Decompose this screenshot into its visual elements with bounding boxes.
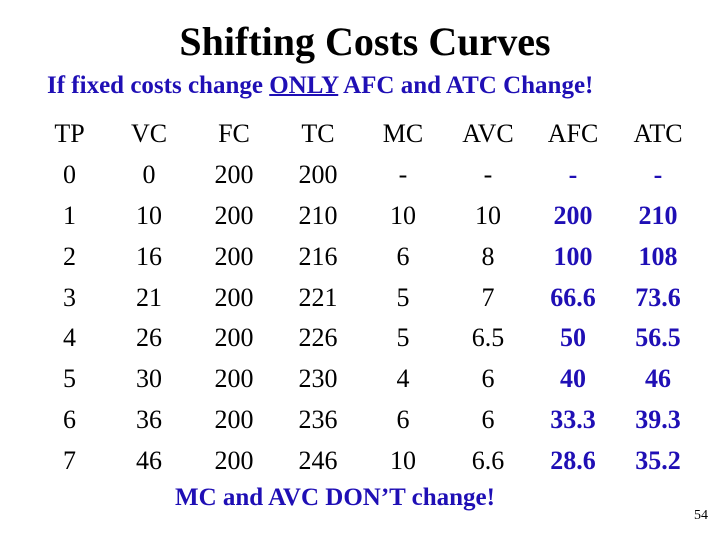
cell-afc: 200 <box>553 200 593 230</box>
cell-fc: 200 <box>214 241 254 271</box>
cell-mc: 6 <box>396 241 410 271</box>
slide-subtitle: If fixed costs change ONLY AFC and ATC C… <box>47 72 593 100</box>
cell-avc: 8 <box>481 241 495 271</box>
cell-tp: 0 <box>63 160 76 190</box>
cell-vc: 26 <box>136 323 162 353</box>
cell-atc: 35.2 <box>635 445 681 475</box>
header-fc: FC <box>218 119 250 149</box>
cell-tp: 6 <box>63 404 76 434</box>
cell-tc: 221 <box>298 282 338 312</box>
cell-mc: - <box>398 160 408 190</box>
cell-afc: 28.6 <box>550 445 596 475</box>
cell-vc: 10 <box>136 200 162 230</box>
cell-vc: 0 <box>142 160 156 190</box>
table-row: 1 10 200 210 10 10 200 210 <box>33 196 700 237</box>
cell-tp: 3 <box>63 282 76 312</box>
cell-atc: 56.5 <box>635 323 681 353</box>
cell-atc: 73.6 <box>635 282 681 312</box>
header-avc: AVC <box>462 119 514 149</box>
cell-mc: 10 <box>390 445 416 475</box>
cell-tp: 1 <box>63 200 76 230</box>
cell-atc: 210 <box>638 200 678 230</box>
page-number: 54 <box>694 508 708 523</box>
table-header-row: TP VC FC TC MC AVC AFC ATC <box>33 114 700 155</box>
cell-atc: 108 <box>638 241 678 271</box>
cell-fc: 200 <box>214 160 254 190</box>
table-body: 0 0 200 200- - - -1 10 200 210 10 10 200 210 2 16 200 216… <box>33 155 700 481</box>
cell-mc: 10 <box>390 200 416 230</box>
table-row: 2 16 200 216 6 8 100 108 <box>33 236 700 277</box>
table-row: 4 26 200 226 5 6.5 50 56.5 <box>33 318 700 359</box>
cell-atc: - <box>653 160 663 190</box>
footer-note: MC and AVC DON’T change! <box>175 484 495 511</box>
cell-fc: 200 <box>214 200 254 230</box>
cell-tc: 210 <box>298 200 338 230</box>
header-afc: AFC <box>547 119 599 149</box>
cell-fc: 200 <box>214 364 254 394</box>
cell-afc: 66.6 <box>550 282 596 312</box>
cell-afc: 40 <box>560 364 586 394</box>
cell-tc: 200 <box>298 160 338 190</box>
table-row: 7 46 200 246 10 6.6 28.6 35.2 <box>33 440 700 481</box>
cell-afc: 33.3 <box>550 404 596 434</box>
table-row: 0 0 200 200 - - - - <box>33 155 700 196</box>
cell-vc: 16 <box>136 241 162 271</box>
cell-mc: 4 <box>396 364 410 394</box>
cell-tc: 246 <box>298 445 338 475</box>
table-row: 6 36 200 236 6 6 33.3 39.3 <box>33 400 700 441</box>
table-row: 3 21 200 221 5 7 66.6 73.6 <box>33 277 700 318</box>
cell-fc: 200 <box>214 404 254 434</box>
cell-avc: 6 <box>481 364 495 394</box>
cell-mc: 5 <box>396 282 410 312</box>
cell-fc: 200 <box>214 323 254 353</box>
subtitle-emphasis: ONLY <box>269 72 339 99</box>
header-mc: MC <box>382 119 424 149</box>
cell-afc: 50 <box>560 323 586 353</box>
cell-atc: 46 <box>645 364 671 394</box>
cell-atc: 39.3 <box>635 404 681 434</box>
cell-avc: 10 <box>475 200 501 230</box>
cell-tp: 2 <box>63 241 76 271</box>
cell-fc: 200 <box>214 282 254 312</box>
cell-tc: 230 <box>298 364 338 394</box>
cell-tc: 226 <box>298 323 338 353</box>
cell-vc: 46 <box>136 445 162 475</box>
cell-vc: 36 <box>136 404 162 434</box>
cell-vc: 21 <box>136 282 162 312</box>
cell-afc: - <box>568 160 578 190</box>
subtitle-text-before: If fixed costs change <box>47 72 270 99</box>
header-vc: VC <box>130 119 168 149</box>
slide-title: Shifting Costs Curves <box>179 19 551 64</box>
header-tp: TP <box>54 119 85 149</box>
subtitle-text-after: AFC and ATC Change! <box>338 72 594 99</box>
header-tc: TC <box>301 119 335 149</box>
cell-fc: 200 <box>214 445 254 475</box>
cell-avc: 6.6 <box>471 445 505 475</box>
cell-tc: 216 <box>298 241 338 271</box>
cell-tp: 5 <box>63 364 76 394</box>
cell-avc: - <box>483 160 493 190</box>
cell-mc: 5 <box>396 323 410 353</box>
cell-tc: 236 <box>298 404 338 434</box>
cost-table: TP VC FC TC MC AVC AFC ATC 0 0 200 200 - - - - 1… <box>33 114 700 481</box>
cell-afc: 100 <box>553 241 593 271</box>
cell-avc: 7 <box>481 282 495 312</box>
cell-avc: 6 <box>481 404 495 434</box>
header-atc: ATC <box>633 119 683 149</box>
cell-vc: 30 <box>136 364 162 394</box>
cell-tp: 4 <box>63 323 76 353</box>
cell-mc: 6 <box>396 404 410 434</box>
cell-tp: 7 <box>63 445 76 475</box>
table-row: 5 30 200 230 4 6 40 46 <box>33 359 700 400</box>
cell-avc: 6.5 <box>471 323 505 353</box>
